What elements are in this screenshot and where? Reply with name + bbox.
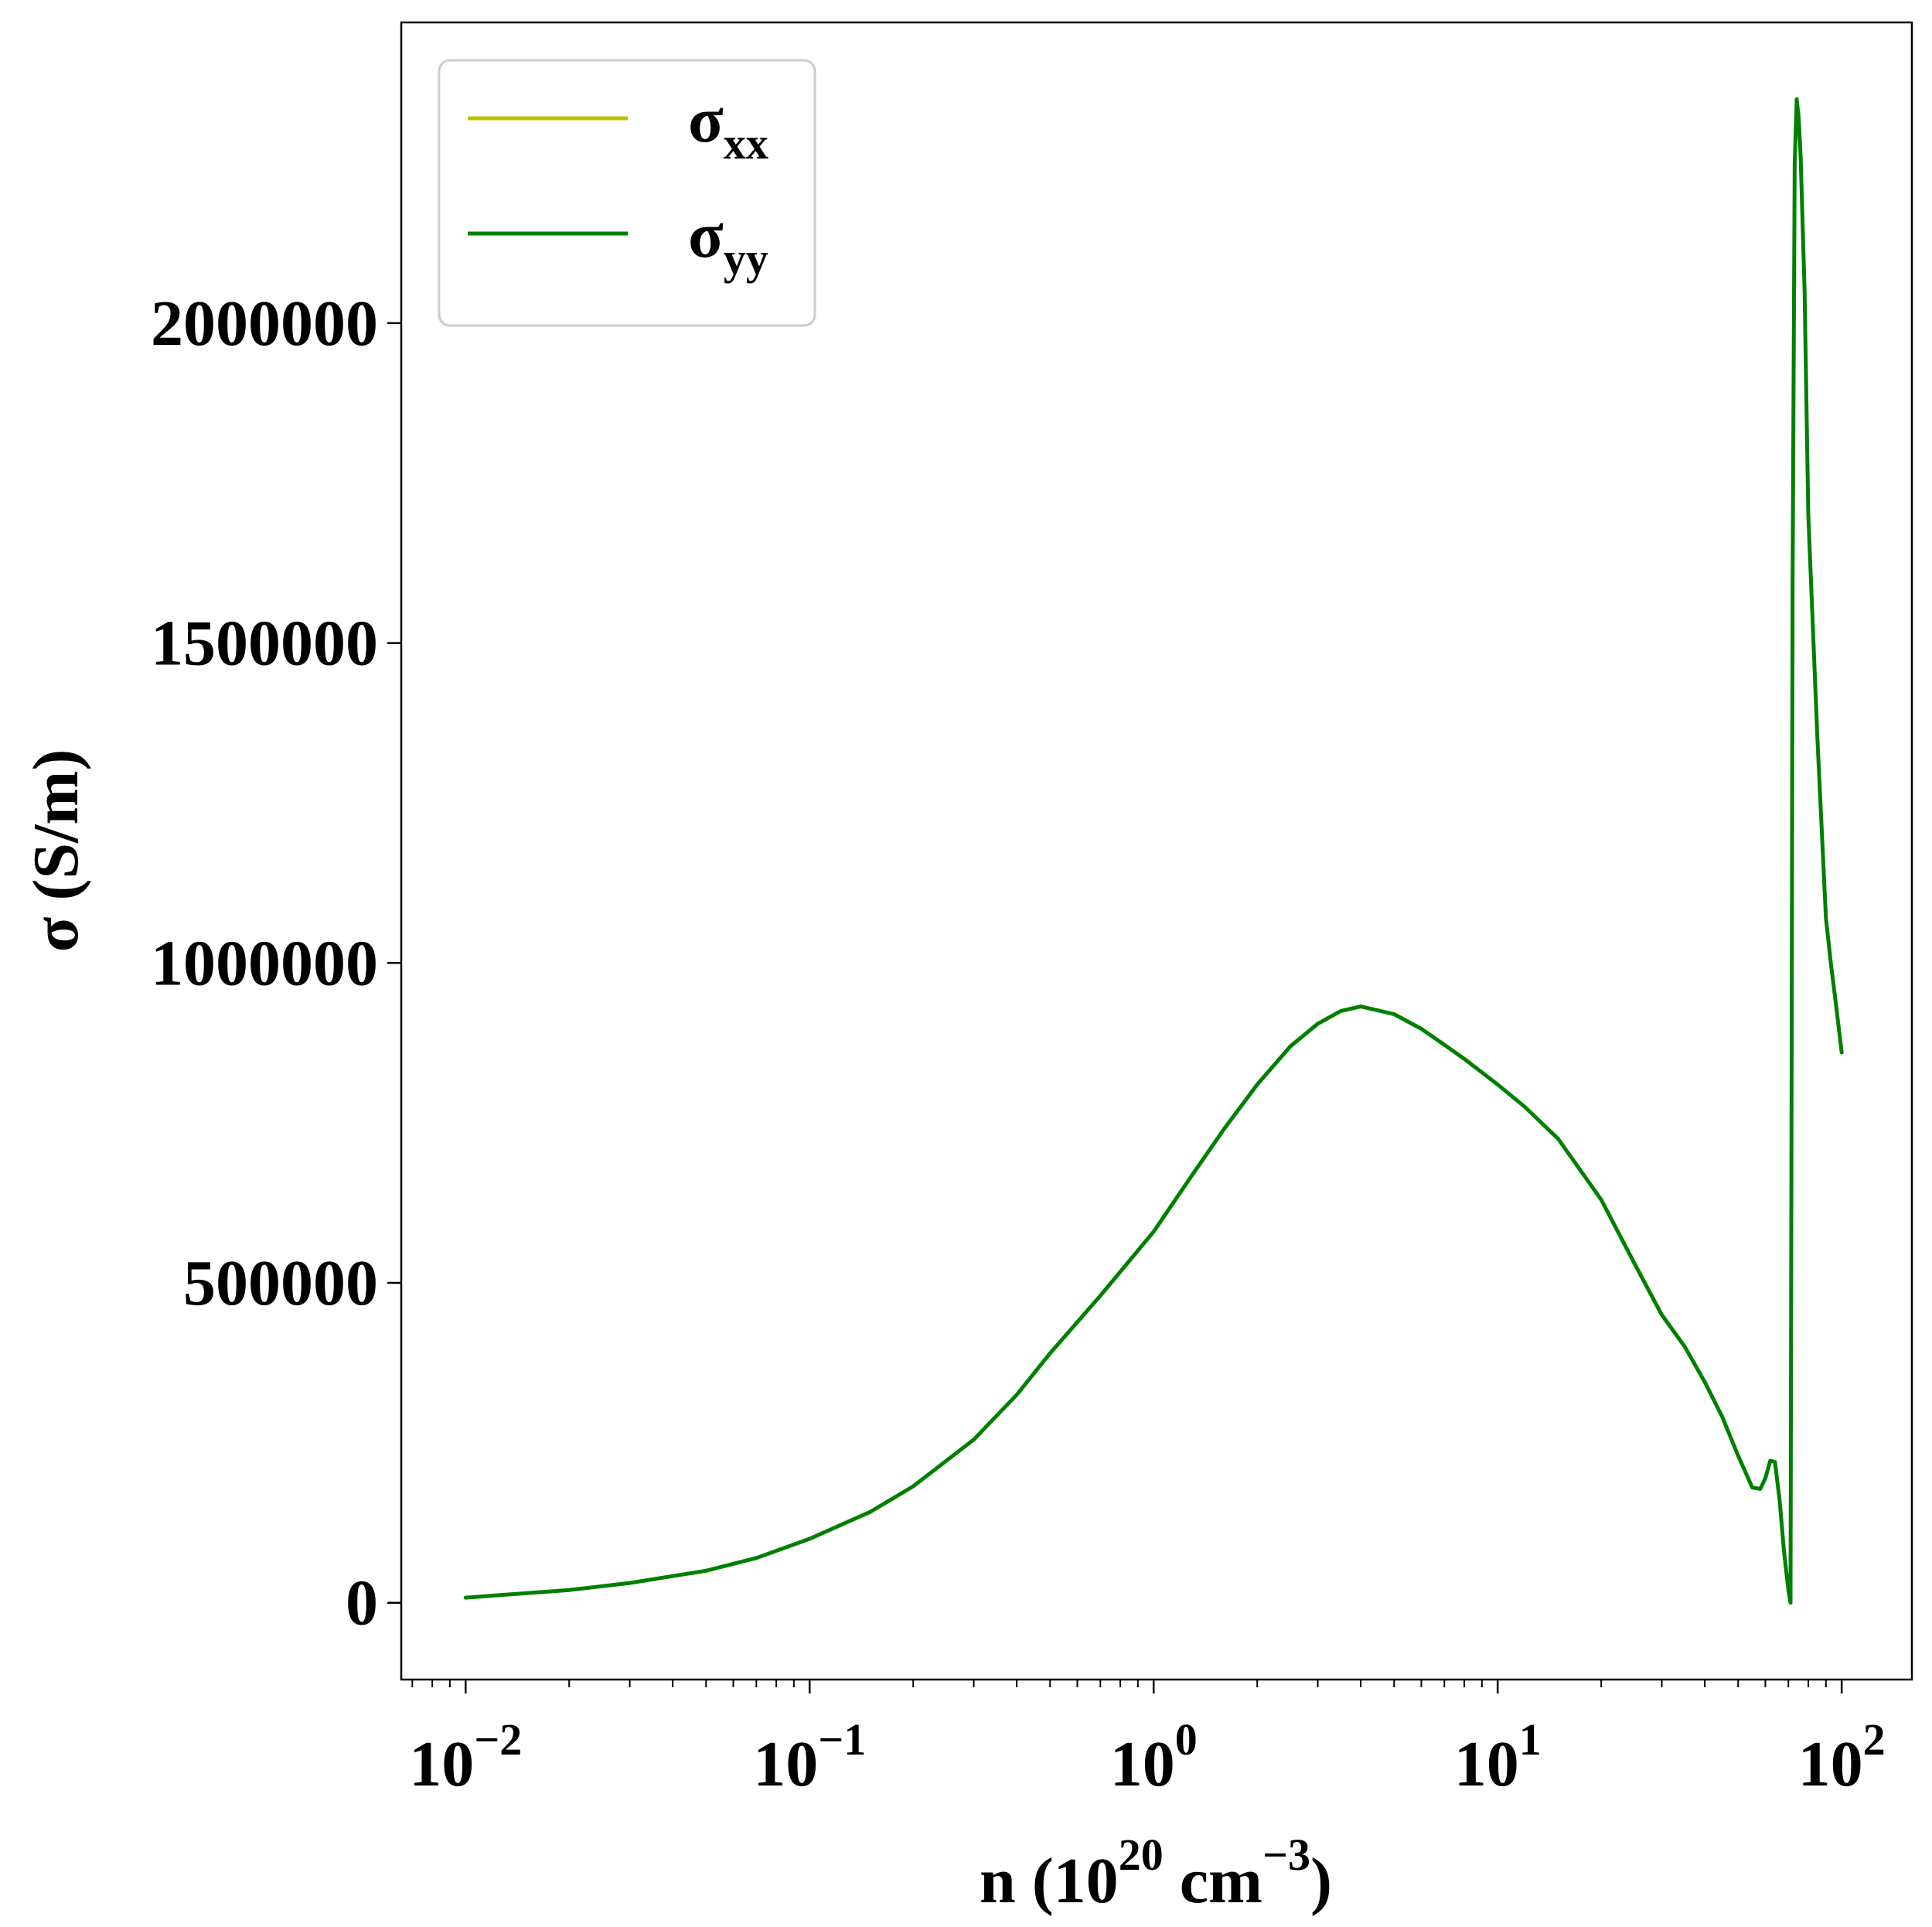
legend-label-sigma-yy-main: σ [688,200,724,271]
y-tick-label: 2000000 [151,288,378,360]
y-tick-label: 500000 [183,1247,378,1319]
x-axis-title-pre: n (10 [980,1845,1119,1917]
x-tick-label-exponent: 2 [1863,1714,1886,1765]
x-tick-label: 102 [1798,1714,1886,1800]
legend-label-sigma-xx-main: σ [688,84,724,156]
y-tick-label: 0 [346,1567,378,1639]
x-axis: 10−2 10−1 100 101 102 [409,1680,1886,1800]
x-tick-label-exponent: 0 [1175,1714,1198,1765]
x-axis-title-mid: cm [1164,1845,1262,1917]
y-tick-label: 1000000 [151,927,378,999]
legend-label-sigma-yy: σyy [688,200,768,284]
plot-lines [463,97,1844,1605]
legend-box [438,59,816,327]
x-tick-label-exponent: 1 [1519,1714,1542,1765]
x-tick-label-base: 10 [1798,1728,1863,1800]
plot-frame [400,21,1913,1681]
x-axis-title-sup1: 20 [1119,1830,1164,1880]
legend-label-sigma-yy-sub: yy [724,234,768,284]
x-axis-title-post: ) [1310,1845,1332,1917]
x-tick-label-exponent: −1 [818,1714,866,1765]
x-tick-label: 10−1 [753,1714,866,1800]
x-tick-label-base: 10 [1110,1728,1175,1800]
legend: σxx σyy [438,59,816,327]
y-axis-title: σ (S/m) [20,749,92,953]
x-tick-label-base: 10 [409,1728,474,1800]
x-axis-title: n (1020 cm−3) [980,1830,1332,1917]
x-tick-label: 100 [1110,1714,1198,1800]
series-line-1 [463,97,1844,1605]
y-axis: 0 500000 1000000 1500000 2000000 [151,288,401,1639]
x-tick-label-base: 10 [1454,1728,1519,1800]
x-tick-label-base: 10 [753,1728,818,1800]
legend-label-sigma-xx-sub: xx [724,118,768,169]
x-tick-label-exponent: −2 [474,1714,522,1765]
y-tick-label: 1500000 [151,608,378,680]
legend-label-sigma-xx: σxx [688,84,768,169]
x-tick-label: 101 [1454,1714,1542,1800]
x-tick-label: 10−2 [409,1714,522,1800]
x-axis-title-sup2: −3 [1262,1830,1310,1880]
